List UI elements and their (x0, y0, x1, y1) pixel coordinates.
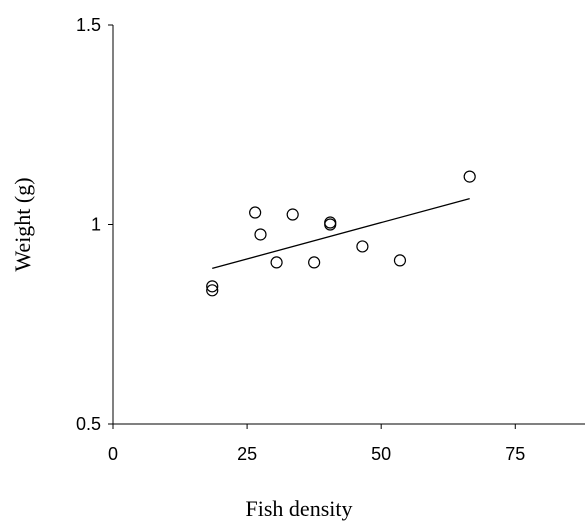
data-point (206, 284, 219, 297)
data-point (270, 256, 283, 269)
data-point (249, 206, 262, 219)
y-axis-title: Weight (g) (10, 177, 35, 271)
data-point (324, 218, 337, 231)
x-axis-title: Fish density (246, 496, 353, 521)
y-tick-label: 0.5 (76, 414, 101, 434)
x-ticks: 0 25 50 75 (108, 424, 525, 464)
x-tick-label: 75 (505, 444, 525, 464)
data-point (356, 240, 369, 253)
y-tick-label: 1.5 (76, 15, 101, 35)
x-tick-label: 25 (237, 444, 257, 464)
data-points (206, 170, 476, 297)
x-tick-label: 0 (108, 444, 118, 464)
data-point (308, 256, 321, 269)
data-point (286, 208, 299, 221)
y-tick-label: 1 (91, 215, 101, 235)
x-tick-label: 50 (371, 444, 391, 464)
trend-line (212, 197, 470, 270)
data-point (463, 170, 476, 183)
y-ticks: 0.5 1 1.5 (76, 15, 113, 434)
data-point (393, 254, 407, 267)
axes (112, 25, 585, 425)
data-point (254, 228, 267, 241)
data-point (206, 280, 219, 293)
